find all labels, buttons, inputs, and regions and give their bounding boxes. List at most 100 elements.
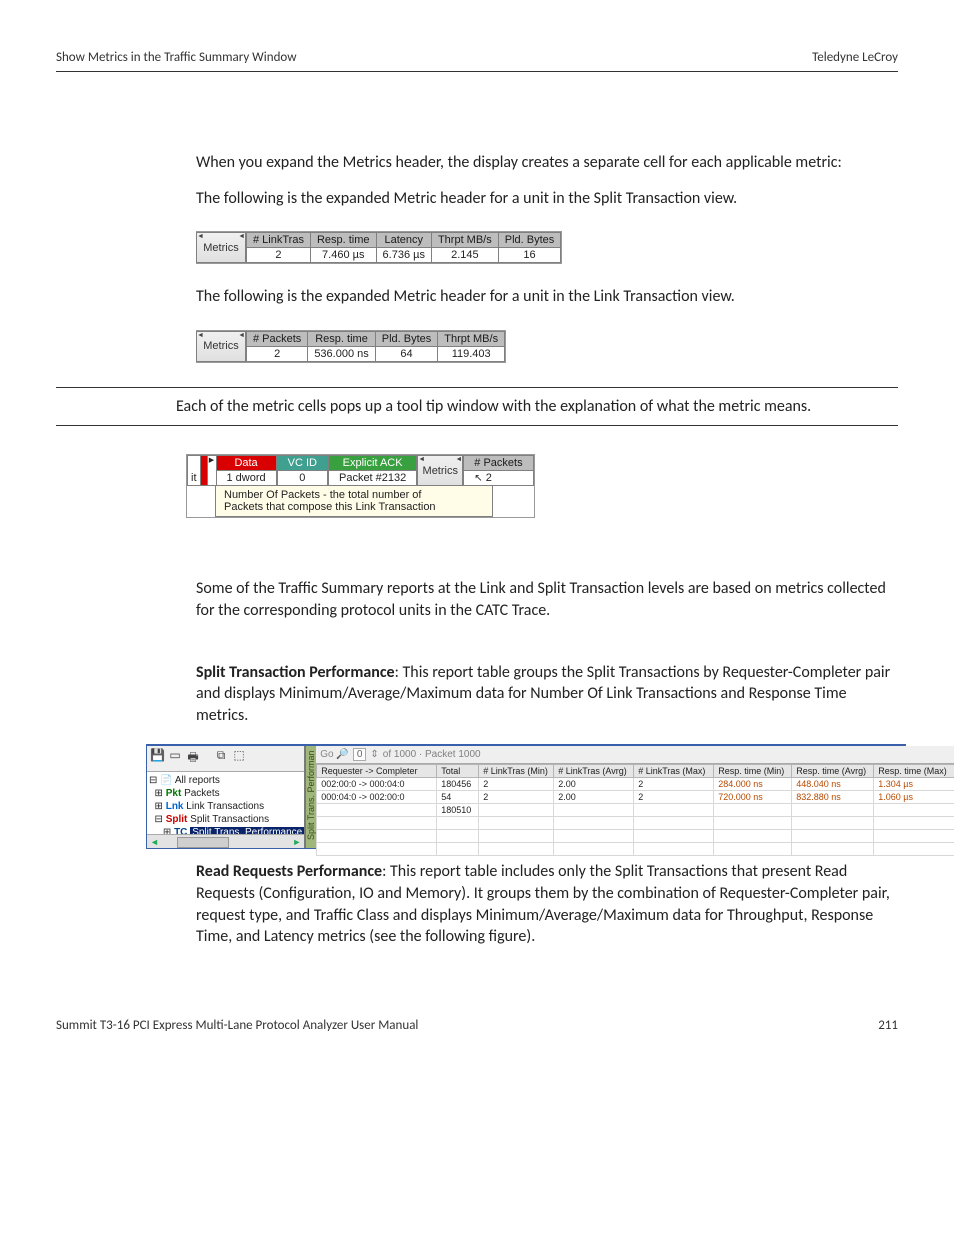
metric-cell: 64 bbox=[375, 346, 438, 361]
report-grid[interactable]: Requester -> CompleterTotal# LinkTras (M… bbox=[316, 764, 954, 856]
grid-cell bbox=[317, 843, 437, 856]
grid-column-header[interactable]: Resp. time (Min) bbox=[714, 765, 792, 778]
spinner-up-down-icon[interactable]: ⇕ bbox=[370, 749, 378, 760]
para-6: Read Requests Performance: This report t… bbox=[196, 861, 898, 947]
tree-split-trans-performance[interactable]: Split Trans. Performance bbox=[190, 827, 304, 834]
metrics-toggle-button[interactable]: ◄◄ Metrics bbox=[417, 455, 463, 486]
grid-cell bbox=[874, 817, 954, 830]
grid-cell: 720.000 ns bbox=[714, 791, 792, 804]
grid-cell bbox=[437, 817, 479, 830]
metric-cell: 119.403 bbox=[438, 346, 505, 361]
data-header: Data bbox=[217, 456, 276, 471]
metric-column-header: Resp. time bbox=[308, 331, 375, 346]
vertical-tab-label[interactable]: Split Trans. Performan bbox=[305, 746, 316, 848]
grid-cell bbox=[437, 830, 479, 843]
grid-cell bbox=[874, 804, 954, 817]
grid-cell bbox=[714, 843, 792, 856]
grid-cell bbox=[554, 817, 634, 830]
save-icon[interactable]: 💾 bbox=[150, 748, 164, 769]
grid-column-header[interactable]: # LinkTras (Min) bbox=[479, 765, 554, 778]
grid-cell bbox=[792, 817, 874, 830]
copy-icon[interactable]: ⧉ bbox=[214, 748, 228, 769]
grid-cell bbox=[317, 830, 437, 843]
index-spinner[interactable]: 0 bbox=[353, 748, 367, 761]
grid-cell: 180510 bbox=[437, 804, 479, 817]
grid-cell bbox=[317, 804, 437, 817]
export-icon[interactable]: ▭ bbox=[168, 748, 182, 769]
tree-split-transactions[interactable]: Split Transactions bbox=[190, 814, 269, 825]
grid-cell bbox=[714, 830, 792, 843]
grid-column-header[interactable]: Requester -> Completer bbox=[317, 765, 437, 778]
grid-cell bbox=[634, 830, 714, 843]
figure-link-metrics: ◄◄ Metrics # PacketsResp. timePld. Bytes… bbox=[196, 330, 898, 363]
para-3: The following is the expanded Metric hea… bbox=[196, 286, 898, 308]
print-icon[interactable]: 🖶 bbox=[186, 748, 200, 769]
tree-packets[interactable]: Packets bbox=[184, 788, 220, 799]
header-left: Show Metrics in the Traffic Summary Wind… bbox=[56, 50, 297, 65]
tree-horizontal-scrollbar[interactable]: ◄ ► bbox=[147, 834, 304, 848]
metric-cell: 16 bbox=[498, 248, 561, 263]
metric-cell: 2.145 bbox=[431, 248, 498, 263]
grid-cell: 1.304 µs bbox=[874, 778, 954, 791]
report-grid-toolbar: Go 🔎 0 ⇕ of 1000 · Packet 1000 bbox=[316, 746, 954, 764]
metrics-toggle-button[interactable]: ◄◄ Metrics bbox=[196, 232, 246, 263]
grid-cell bbox=[479, 804, 554, 817]
options-icon[interactable]: ⬚ bbox=[232, 748, 246, 769]
para-1: When you expand the Metrics header, the … bbox=[196, 152, 898, 174]
grid-cell bbox=[554, 804, 634, 817]
tree-all-reports[interactable]: All reports bbox=[175, 775, 220, 786]
collapse-arrows-icon: ◄◄ bbox=[195, 332, 247, 339]
grid-column-header[interactable]: Resp. time (Max) bbox=[874, 765, 954, 778]
metric-column-header: Pld. Bytes bbox=[498, 233, 561, 248]
para-4: Some of the Traffic Summary reports at t… bbox=[196, 578, 898, 621]
grid-row[interactable]: 000:04:0 -> 002:00:05422.002720.000 ns83… bbox=[317, 791, 954, 804]
metric-cell: 6.736 µs bbox=[376, 248, 431, 263]
grid-cell bbox=[792, 830, 874, 843]
grid-cell: 284.000 ns bbox=[714, 778, 792, 791]
grid-row[interactable]: 002:00:0 -> 000:04:018045622.002284.000 … bbox=[317, 778, 954, 791]
explicit-ack-value: Packet #2132 bbox=[329, 471, 416, 485]
figure-tooltip-example: it ▶ Data 1 dword VC ID 0 E bbox=[186, 454, 898, 518]
tooltip-line1: Number Of Packets - the total number of bbox=[224, 489, 484, 501]
footer-left: Summit T3-16 PCI Express Multi-Lane Prot… bbox=[56, 1018, 418, 1033]
tooltip-explainer-note: Each of the metric cells pops up a tool … bbox=[56, 387, 898, 427]
grid-cell bbox=[792, 804, 874, 817]
report-tree[interactable]: ⊟ 📄 All reports ⊞ Pkt Packets ⊞ Lnk Link… bbox=[147, 771, 304, 834]
grid-cell bbox=[634, 817, 714, 830]
go-icon[interactable]: Go 🔎 bbox=[320, 749, 349, 760]
explicit-ack-header: Explicit ACK bbox=[329, 456, 416, 471]
metrics-button-label: Metrics bbox=[423, 465, 458, 477]
metric-cell: 2 bbox=[247, 346, 308, 361]
grid-cell: 180456 bbox=[437, 778, 479, 791]
grid-cell bbox=[634, 804, 714, 817]
tooltip-popup: Number Of Packets - the total number of … bbox=[215, 486, 493, 517]
vcid-header: VC ID bbox=[278, 456, 327, 471]
metric-column-header: Pld. Bytes bbox=[375, 331, 438, 346]
tree-toolbar: 💾 ▭ 🖶 ⧉ ⬚ bbox=[147, 746, 304, 771]
header-right: Teledyne LeCroy bbox=[812, 50, 898, 65]
grid-column-header[interactable]: Resp. time (Avrg) bbox=[792, 765, 874, 778]
para-5: Split Transaction Performance: This repo… bbox=[196, 662, 898, 727]
grid-cell bbox=[437, 843, 479, 856]
metrics-button-label: Metrics bbox=[203, 340, 238, 352]
tree-link-transactions[interactable]: Link Transactions bbox=[186, 801, 264, 812]
grid-cell: 2.00 bbox=[554, 791, 634, 804]
metric-cell: 536.000 ns bbox=[308, 346, 375, 361]
metric-column-header: Resp. time bbox=[310, 233, 376, 248]
grid-cell: 2 bbox=[634, 778, 714, 791]
metrics-toggle-button[interactable]: ◄◄ Metrics bbox=[196, 331, 246, 362]
grid-column-header[interactable]: # LinkTras (Avrg) bbox=[554, 765, 634, 778]
split-perf-heading: Split Transaction Performance bbox=[196, 663, 395, 682]
tooltip-line2: Packets that compose this Link Transacti… bbox=[224, 501, 484, 513]
grid-cell bbox=[479, 830, 554, 843]
grid-column-header[interactable]: # LinkTras (Max) bbox=[634, 765, 714, 778]
grid-cell bbox=[874, 843, 954, 856]
grid-row-empty bbox=[317, 843, 954, 856]
grid-row[interactable]: 180510 bbox=[317, 804, 954, 817]
metric-cell: 2 bbox=[247, 248, 311, 263]
data-value: 1 dword bbox=[217, 471, 276, 485]
grid-column-header[interactable]: Total bbox=[437, 765, 479, 778]
page-footer: Summit T3-16 PCI Express Multi-Lane Prot… bbox=[56, 1018, 898, 1033]
grid-cell: 000:04:0 -> 002:00:0 bbox=[317, 791, 437, 804]
grid-cell: 1.060 µs bbox=[874, 791, 954, 804]
